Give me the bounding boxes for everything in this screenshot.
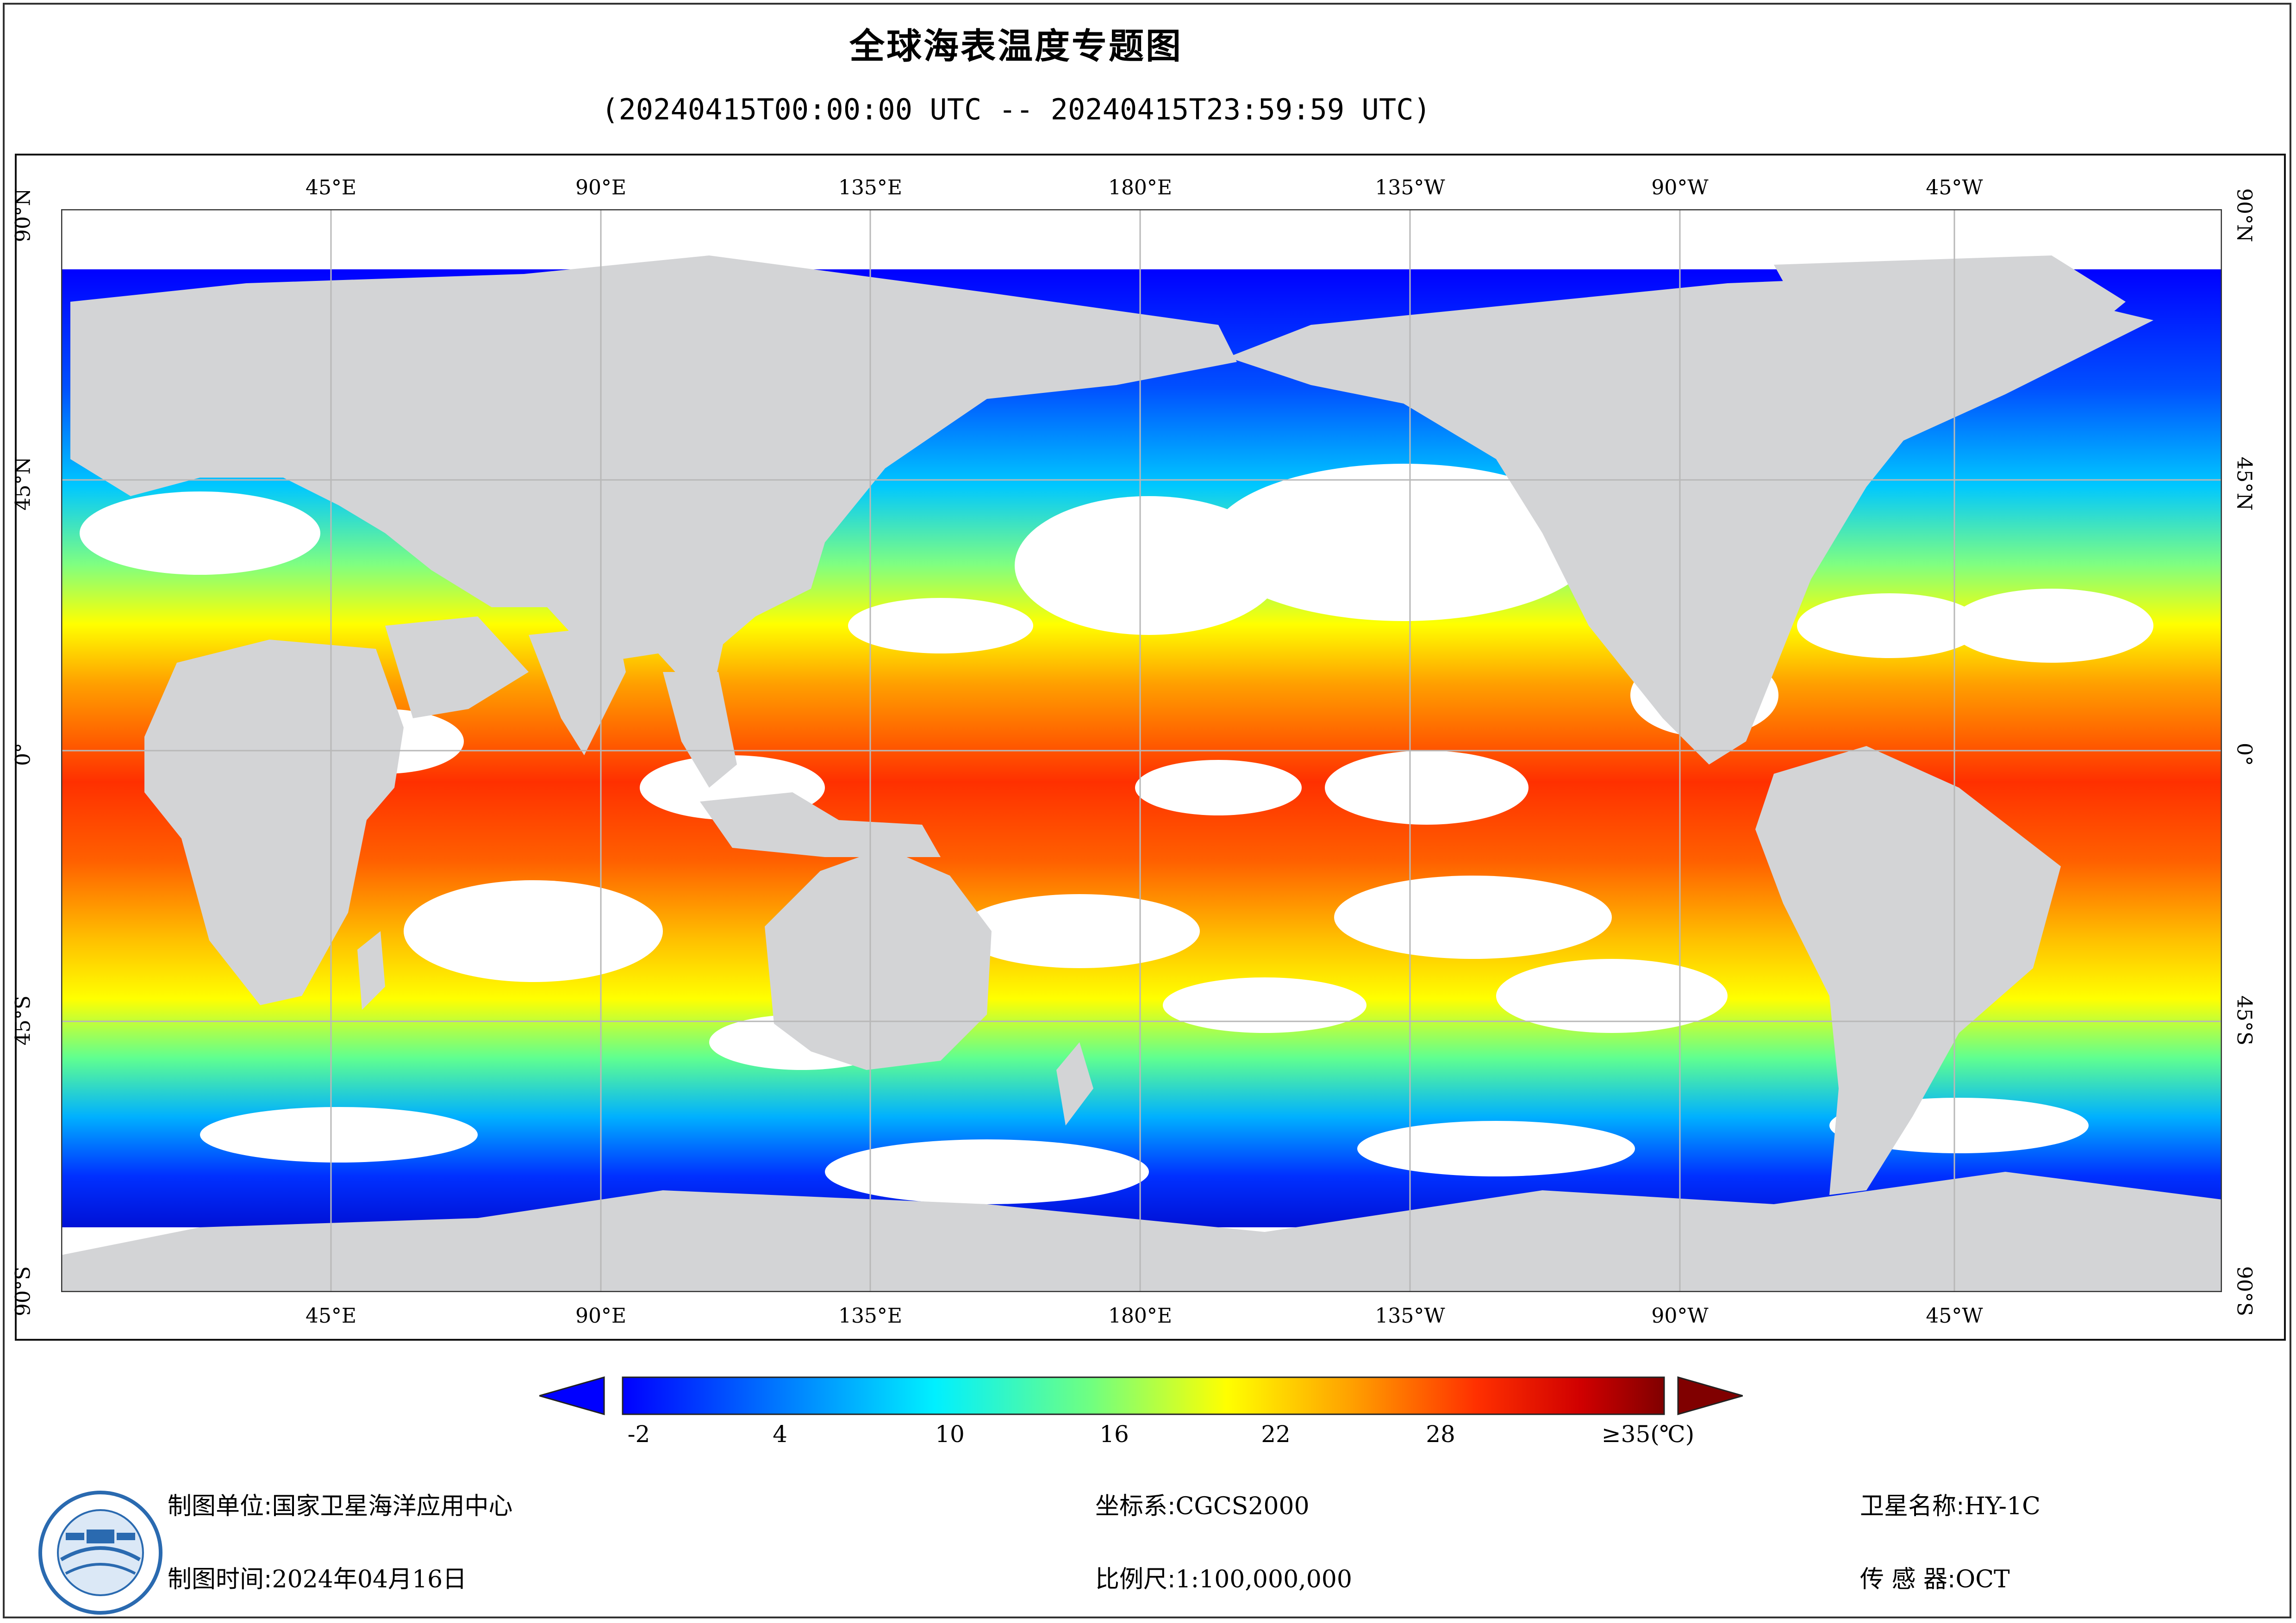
landmass-madagascar (357, 931, 385, 1010)
lat-tick-right-90s: 90°S (2232, 1266, 2256, 1317)
legend-label-28: 28 (1426, 1421, 1455, 1448)
lon-tick-bottom-90w: 90°W (1651, 1304, 1709, 1328)
mapping-time: 制图时间:2024年04月16日 (168, 1560, 467, 1594)
lat-tick-left-90s: 90°S (11, 1266, 35, 1317)
lat-tick-left-0: 0° (11, 743, 35, 766)
map-frame (15, 154, 2286, 1341)
sensor-name: 传 感 器:OCT (1860, 1560, 2010, 1594)
lon-tick-top-90w: 90°W (1651, 176, 1709, 199)
landmass-arabia (385, 616, 529, 718)
legend-label-neg2: -2 (627, 1421, 650, 1448)
lon-tick-top-45w: 45°W (1926, 176, 1983, 199)
landmass-south-america (1755, 746, 2061, 1195)
landmass-australia (765, 848, 992, 1070)
lon-tick-bottom-45w: 45°W (1926, 1304, 1983, 1328)
satellite-value: HY-1C (1964, 1492, 2040, 1520)
lat-tick-right-45n: 45°N (2232, 456, 2256, 511)
sst-colorbar (539, 1376, 1743, 1415)
landmass-africa (144, 640, 404, 1005)
lon-tick-top-135w: 135°W (1375, 176, 1445, 199)
legend-label-35: ≥35(℃) (1601, 1421, 1695, 1448)
map-scale: 比例尺:1:100,000,000 (1095, 1560, 1352, 1594)
lat-tick-right-0: 0° (2232, 743, 2256, 766)
crs-value: CGCS2000 (1175, 1492, 1310, 1520)
page-border (3, 3, 2291, 1618)
legend-label-4: 4 (773, 1421, 787, 1448)
time-range-subtitle: (20240415T00:00:00 UTC -- 20240415T23:59… (601, 93, 1431, 126)
colorbar-ramp (622, 1376, 1665, 1415)
landmass-north-america (1228, 274, 2153, 765)
coordinate-system: 坐标系:CGCS2000 (1095, 1486, 1310, 1521)
page-title: 全球海表温度专题图 (849, 25, 1183, 67)
mapping-time-label: 制图时间: (168, 1566, 272, 1593)
mapping-time-value: 2024年04月16日 (272, 1566, 467, 1593)
mapping-unit-value: 国家卫星海洋应用中心 (272, 1492, 513, 1520)
landmass-greenland (1774, 255, 2126, 385)
nsoas-logo (38, 1491, 162, 1615)
colorbar-min-arrow (539, 1376, 605, 1415)
lon-tick-top-90e: 90°E (575, 176, 627, 199)
satellite-label: 卫星名称: (1860, 1492, 1965, 1520)
lon-tick-bottom-135w: 135°W (1375, 1304, 1445, 1328)
lat-tick-right-90n: 90°N (2232, 188, 2256, 243)
legend-label-16: 16 (1099, 1421, 1129, 1448)
arctic-no-data (61, 209, 2222, 269)
landmass-new-zealand (1056, 1042, 1093, 1126)
satellite-name: 卫星名称:HY-1C (1860, 1486, 2040, 1521)
scale-label: 比例尺: (1095, 1566, 1176, 1593)
lon-tick-bottom-45e: 45°E (305, 1304, 357, 1328)
lon-tick-top-45e: 45°E (305, 176, 357, 199)
graticule (61, 209, 2222, 1292)
colorbar-max-arrow (1677, 1376, 1743, 1415)
legend-label-22: 22 (1261, 1421, 1291, 1448)
sensor-label: 传 感 器: (1860, 1566, 1956, 1593)
lon-tick-top-135e: 135°E (838, 176, 903, 199)
mapping-unit: 制图单位:国家卫星海洋应用中心 (168, 1486, 513, 1521)
lon-tick-top-180: 180°E (1108, 176, 1173, 199)
sst-map (61, 209, 2222, 1292)
scale-value: 1:100,000,000 (1175, 1566, 1352, 1593)
lat-tick-left-45s: 45°S (11, 995, 35, 1046)
lon-tick-bottom-135e: 135°E (838, 1304, 903, 1328)
lon-tick-bottom-180: 180°E (1108, 1304, 1173, 1328)
lat-tick-right-45s: 45°S (2232, 995, 2256, 1046)
sensor-value: OCT (1955, 1566, 2010, 1593)
legend-label-10: 10 (935, 1421, 965, 1448)
landmass-indonesia (700, 792, 941, 857)
lon-tick-bottom-90e: 90°E (575, 1304, 627, 1328)
crs-label: 坐标系: (1095, 1492, 1176, 1520)
landmass-southeast-asia (663, 672, 737, 788)
landmass-eurasia (70, 255, 1237, 709)
no-data-cloud-mask (80, 464, 2153, 1204)
lat-tick-left-90n: 90°N (11, 188, 35, 243)
map-inner-border (61, 209, 2222, 1292)
mapping-unit-label: 制图单位: (168, 1492, 272, 1520)
lat-tick-left-45n: 45°N (11, 456, 35, 511)
